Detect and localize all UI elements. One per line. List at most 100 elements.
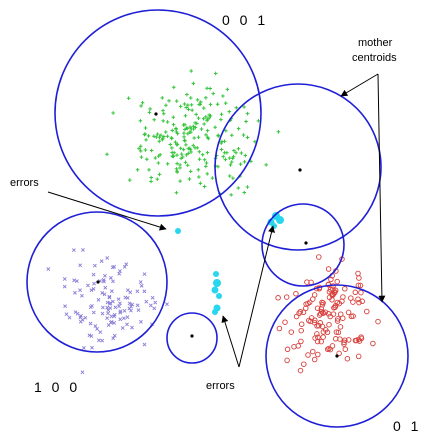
blue-point [83,315,88,320]
blue-point [100,291,105,295]
blue-point [142,272,147,277]
blue-point [92,263,97,268]
green-point [189,150,193,154]
green-point [229,160,234,164]
green-point [174,127,178,131]
red-point [329,343,336,349]
green-point [208,86,212,91]
red-point [345,337,352,343]
blue-point [90,345,94,350]
red-point [375,318,381,325]
blue-point [96,297,101,302]
green-point [236,126,241,131]
green-point [147,168,151,172]
green-point [193,121,197,125]
blue-point [106,308,111,313]
blue-point [112,264,117,269]
blue-point [101,278,106,282]
blue-point [105,300,110,305]
cluster-points-red [275,254,381,374]
green-point [154,135,159,139]
circle-small-mid [261,203,345,287]
red-point [288,329,295,335]
red-point [352,337,359,344]
red-point [311,319,318,326]
green-point [172,85,176,90]
centroid-small-bottom [190,334,194,338]
green-point [204,133,208,137]
green-point [202,184,207,189]
blue-point [109,289,114,294]
green-point [242,160,247,164]
red-point [305,300,311,307]
red-point [298,338,304,345]
green-point [175,161,179,166]
green-point [170,146,174,150]
green-point [157,135,162,140]
blue-point [107,294,112,299]
red-point [340,315,346,321]
label-cluster-left: 1 0 0 [34,379,80,395]
green-point [182,131,186,135]
green-point [198,102,203,107]
blue-point [122,264,127,269]
green-point [245,135,250,140]
green-point [139,104,143,108]
red-point [326,289,333,295]
green-point [138,144,143,149]
green-point [152,134,156,139]
green-point [146,134,151,138]
centroid-bottom-right [335,354,339,358]
blue-point [139,319,143,324]
green-point [216,133,220,137]
blue-point [86,283,90,288]
blue-point [109,319,114,324]
green-point [186,131,190,136]
blue-point [139,283,144,288]
annotation-arrows [47,73,386,368]
green-point [231,154,236,159]
red-point [275,295,281,301]
blue-point [78,263,83,268]
green-point [184,153,189,157]
error-point [216,293,222,299]
red-point [335,329,342,336]
green-point [243,153,248,158]
blue-point [46,267,51,271]
green-point [198,181,203,186]
blue-point [80,370,85,375]
green-point [219,117,223,122]
red-point [297,308,304,315]
green-point [138,118,143,123]
red-point [359,298,365,305]
arrow-mother-1 [340,73,379,97]
red-point [326,321,332,328]
green-point [191,127,196,131]
cluster-circles [26,9,409,428]
error-point [271,223,277,229]
red-point [283,294,290,300]
blue-point [64,312,69,317]
blue-point [118,310,123,315]
green-point [219,147,224,152]
blue-point [89,288,94,293]
green-point [175,153,179,157]
blue-point [91,272,96,277]
green-point [173,140,178,144]
blue-point [98,330,103,335]
green-point [245,185,250,189]
blue-point [165,302,169,307]
blue-point [78,319,83,324]
green-point [188,147,193,152]
green-point [202,122,206,126]
red-point [352,289,359,296]
green-point [189,69,193,73]
red-point [293,290,299,297]
green-point [242,105,246,109]
red-point [316,312,323,318]
blue-point [107,295,112,300]
error-point [276,216,284,224]
blue-point [135,303,140,308]
red-point [297,367,304,374]
green-point [202,157,207,162]
